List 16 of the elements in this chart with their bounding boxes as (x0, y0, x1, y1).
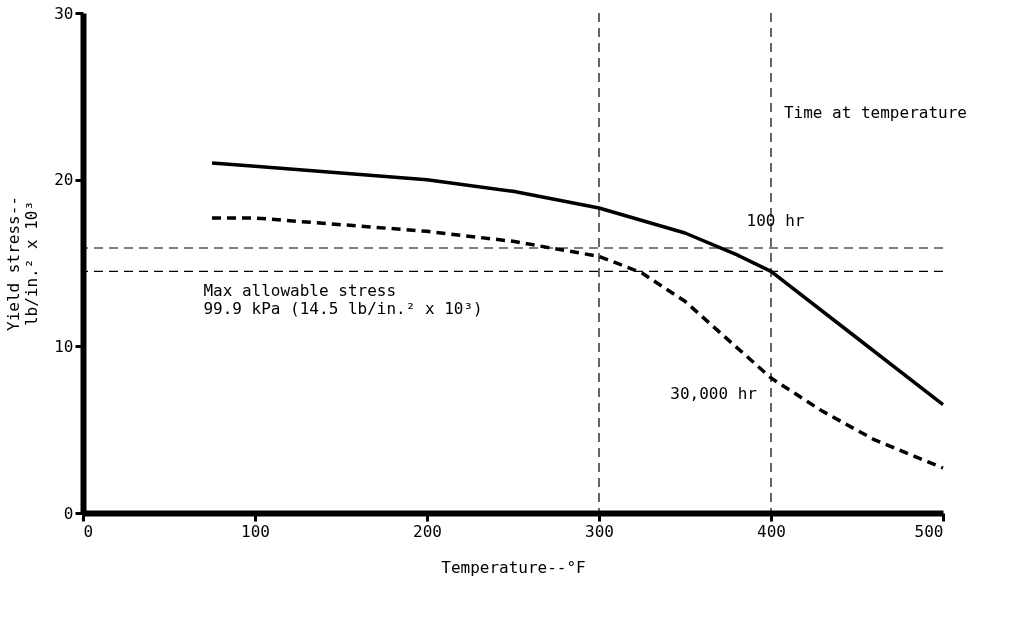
annotation: Time at temperature (783, 103, 967, 122)
y-axis-title: Yield stress-- lb/in.² x 10³ (4, 196, 42, 331)
x-tick-label: 500 (914, 521, 944, 541)
x-tick-label: 0 (83, 521, 94, 541)
x-axis-title: Temperature--°F (441, 557, 586, 577)
y-tick-label: 0 (63, 503, 74, 523)
y-tick-label: 10 (54, 336, 74, 356)
series-label: 30,000 hr (670, 384, 758, 403)
x-tick-label: 100 (241, 521, 270, 541)
x-tick-label: 400 (757, 521, 786, 541)
y-tick-label: 30 (54, 3, 74, 23)
y-tick-label: 20 (54, 170, 74, 190)
x-tick-label: 300 (585, 521, 614, 541)
x-tick-label: 200 (413, 521, 442, 541)
series-label: 100 hr (746, 210, 805, 230)
ref-line-label: Max allowable stress 99.9 kPa (14.5 lb/in.² x 10³) (203, 281, 483, 319)
